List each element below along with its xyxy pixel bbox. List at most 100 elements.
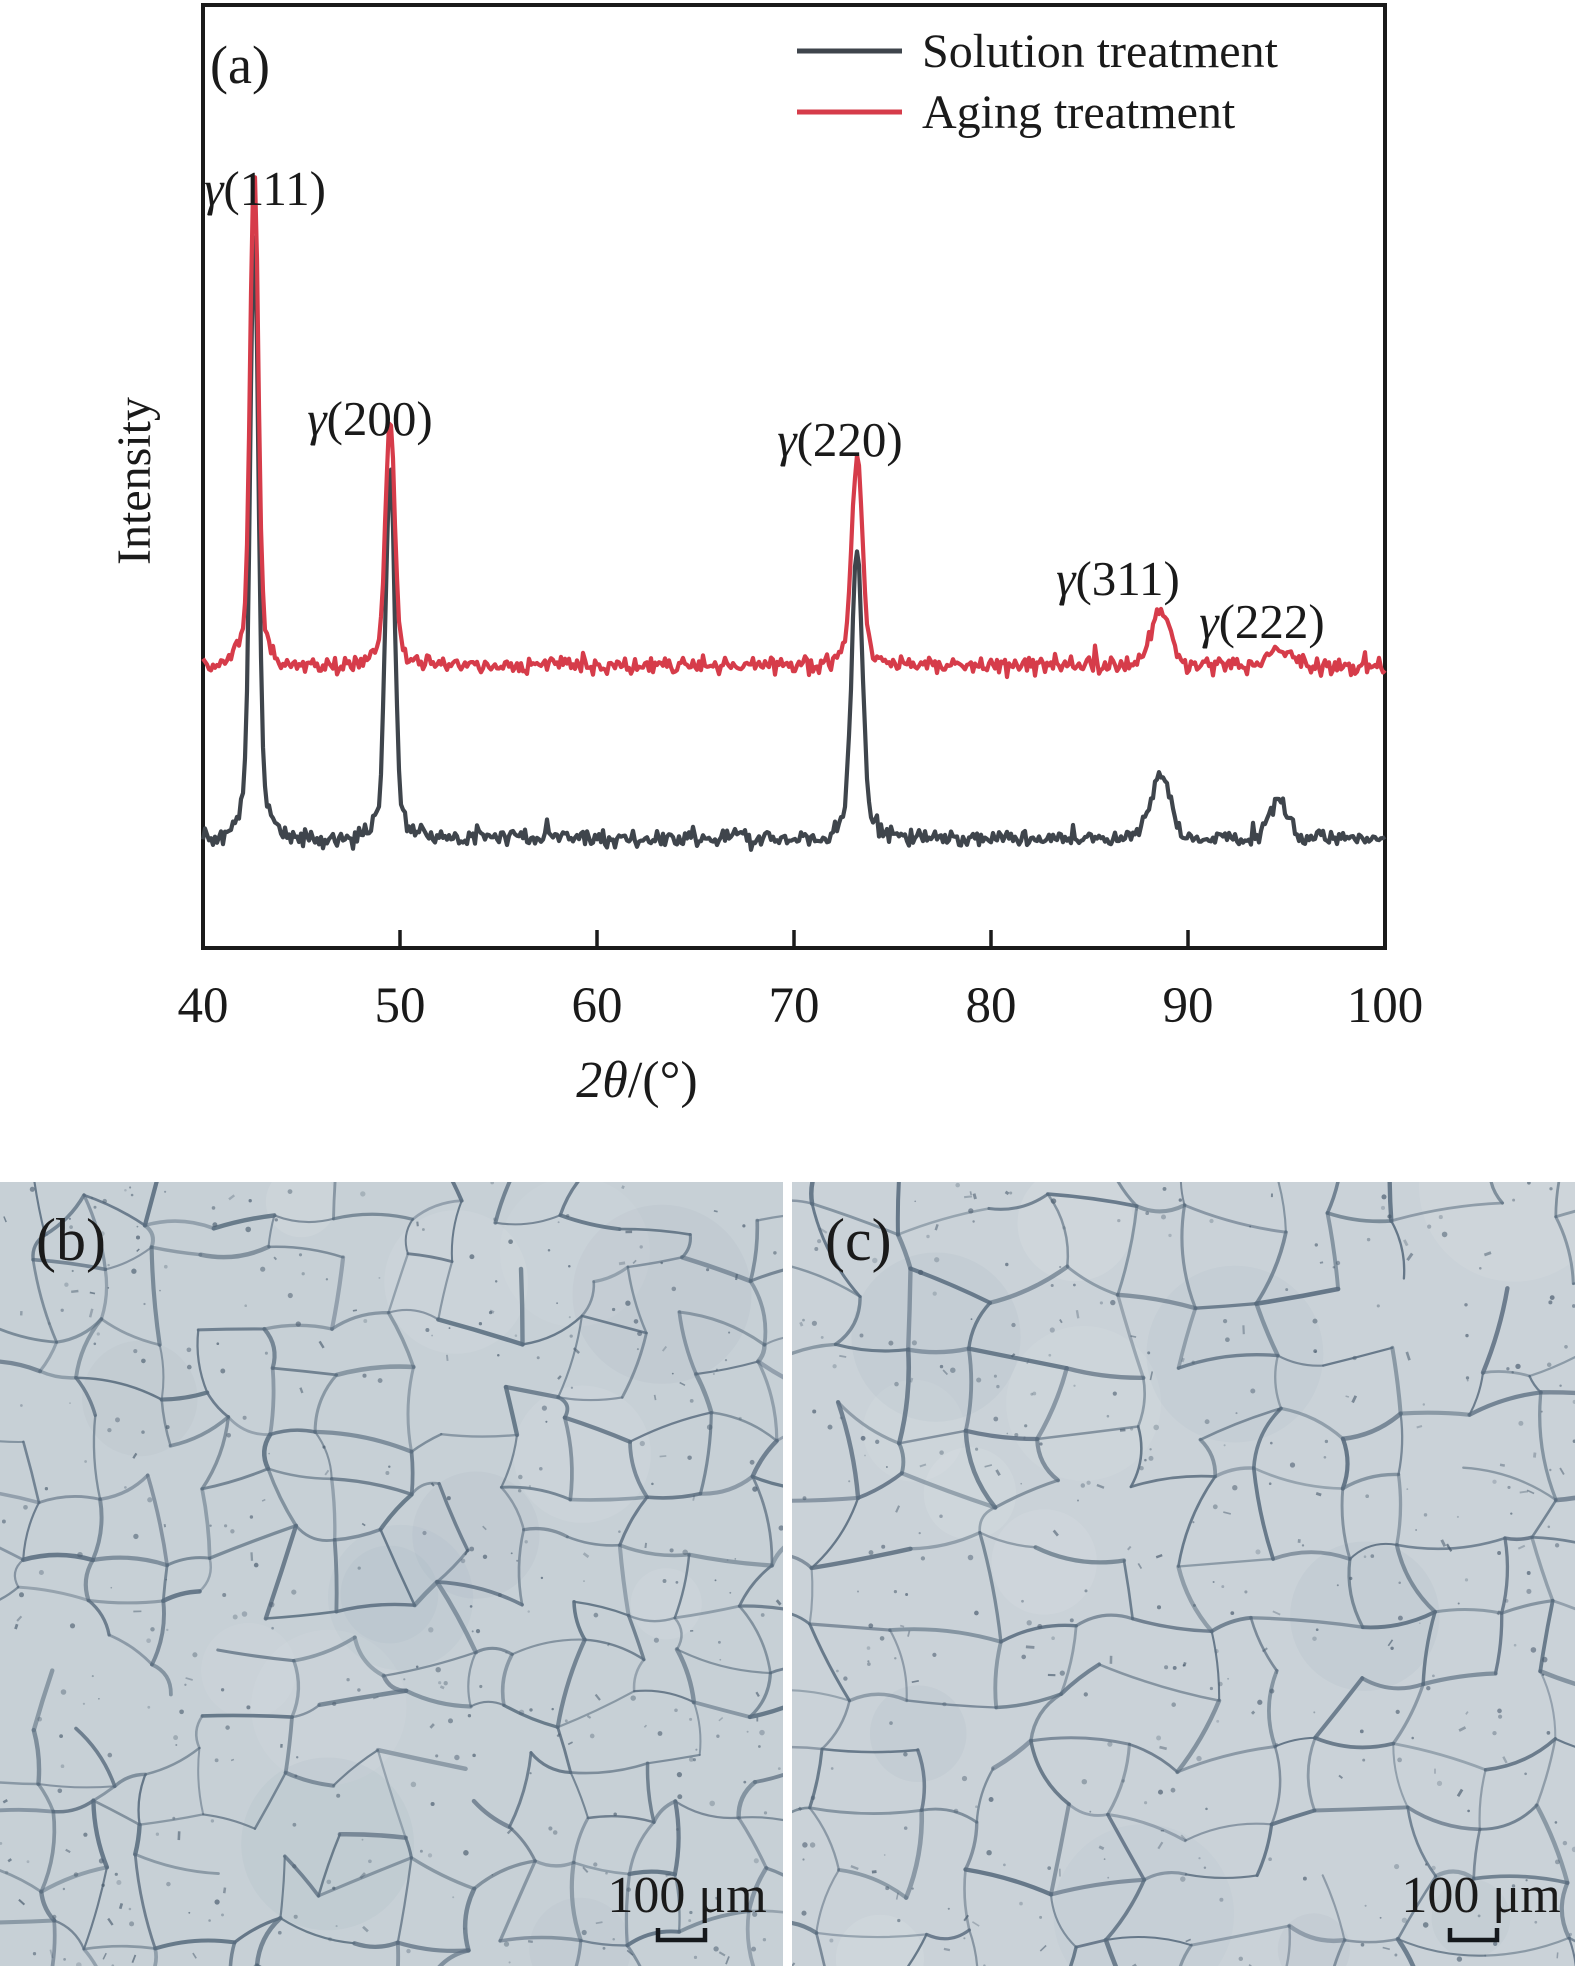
grain-boundary (1396, 1874, 1438, 1941)
x-axis-title: 2θ/(°) (576, 1052, 697, 1109)
grain-boundary (145, 1473, 169, 1568)
grain-boundary (159, 1390, 210, 1402)
grain-boundary (149, 1245, 203, 1257)
grain-boundary (693, 1371, 714, 1415)
grain-boundary (1199, 1407, 1283, 1441)
grain-boundary (556, 1725, 573, 1774)
grain-boundary (808, 1566, 814, 1626)
grain-boundary (1213, 1466, 1256, 1479)
grain-boundary (82, 1193, 107, 1272)
grain-boundary (792, 1554, 814, 1570)
grain-boundary (808, 1806, 841, 1872)
grain-boundary (1035, 1436, 1061, 1483)
grain-boundary (22, 1440, 41, 1504)
grain-boundary (1046, 1192, 1139, 1208)
grain-boundary (755, 1342, 767, 1364)
grain-boundary (1484, 1936, 1571, 1957)
grain-boundary (82, 1944, 157, 1951)
grain-boundary (1390, 1345, 1403, 1416)
grain-boundary (888, 1627, 1003, 1644)
grain-boundary (1136, 1376, 1146, 1428)
grain-boundary (161, 1589, 202, 1604)
x-tick-label: 40 (178, 978, 229, 1034)
grain-boundary (627, 1820, 656, 1876)
grain-boundary (198, 1556, 213, 1593)
x-tick-label: 100 (1347, 978, 1424, 1034)
grain-boundary (906, 1346, 971, 1355)
grain-boundary (750, 1438, 779, 1479)
grain-boundary (31, 1668, 55, 1733)
grain-boundary (836, 1400, 901, 1445)
grain-boundary (200, 1487, 212, 1561)
grain-boundary (450, 1199, 463, 1263)
grain-boundary (991, 1738, 1034, 1771)
grain-boundary (569, 1771, 590, 1820)
grain-boundary (1142, 1871, 1188, 1882)
grain-boundary (810, 1202, 900, 1237)
grain-boundary (1176, 1353, 1280, 1370)
x-axis-tick-labels: 40 50 60 70 80 90 100 (178, 978, 1424, 1034)
grain-boundary (33, 1182, 47, 1236)
grain-boundary (1106, 1812, 1187, 1843)
grain-boundary (1538, 1390, 1575, 1396)
grain-boundary (1184, 1822, 1273, 1842)
grain-boundary (673, 1616, 683, 1651)
grain-boundary (226, 1415, 272, 1436)
grain-boundary (775, 1435, 783, 1443)
grain-boundary (746, 1865, 769, 1914)
grain-boundary (810, 1202, 862, 1299)
grain-boundary (792, 1495, 861, 1503)
grain-boundary (568, 1495, 649, 1502)
grain-boundary (1551, 1599, 1575, 1611)
grain-boundary (268, 1428, 317, 1437)
grain-boundary (329, 1477, 414, 1497)
grain-boundary (586, 1814, 656, 1824)
grain-boundary (698, 1474, 755, 1496)
grain-boundary (517, 1528, 526, 1607)
grain-boundary (565, 1535, 622, 1547)
grain-boundary (144, 1746, 201, 1776)
grain-boundary (1116, 1293, 1145, 1380)
grain-boundary (769, 1545, 783, 1568)
grain-boundary (580, 1280, 596, 1318)
grain-boundary (37, 1782, 116, 1789)
grain-boundary (20, 1552, 96, 1563)
grain-boundary (896, 1207, 991, 1236)
grain-boundary (617, 1543, 631, 1618)
grain-boundary (572, 1816, 590, 1865)
grain-boundary (1176, 1564, 1214, 1634)
grain-boundary (1433, 1607, 1504, 1615)
grain-boundary (404, 1218, 414, 1255)
grain-boundary (1538, 1598, 1555, 1674)
grain-boundary (503, 1384, 520, 1438)
grain-boundary (86, 1598, 111, 1637)
grain-boundary (31, 1258, 58, 1344)
grain-boundary (507, 1751, 533, 1829)
grain-boundary (379, 1528, 416, 1607)
series-solution-treatment (200, 235, 1387, 852)
grain-boundary (592, 1265, 630, 1284)
grain-boundary (98, 1473, 150, 1502)
grain-boundary (412, 1579, 440, 1608)
grain-boundary (312, 1429, 414, 1454)
grain-boundary (334, 1602, 417, 1614)
grain-boundary (1360, 1676, 1426, 1691)
grain-boundary (38, 1340, 59, 1373)
grain-boundary (769, 1667, 783, 1675)
grain-boundary (847, 1692, 909, 1703)
grain-boundary (820, 1747, 920, 1754)
grain-boundary (1269, 1808, 1317, 1827)
grain-boundary (1106, 1742, 1131, 1817)
grain-boundary (808, 1622, 892, 1632)
grain-boundary (200, 1415, 230, 1491)
grain-boundary (572, 1600, 630, 1617)
grain-boundary (572, 1861, 631, 1876)
grain-boundary (557, 1396, 624, 1402)
grain-boundary (143, 1219, 216, 1231)
grain-boundary (698, 1410, 713, 1496)
grain-boundary (500, 1652, 514, 1708)
grain-boundary (313, 1373, 339, 1434)
grain-boundary (1175, 1745, 1277, 1774)
grain-boundary (815, 1868, 840, 1934)
grain-boundary (764, 1866, 783, 1877)
